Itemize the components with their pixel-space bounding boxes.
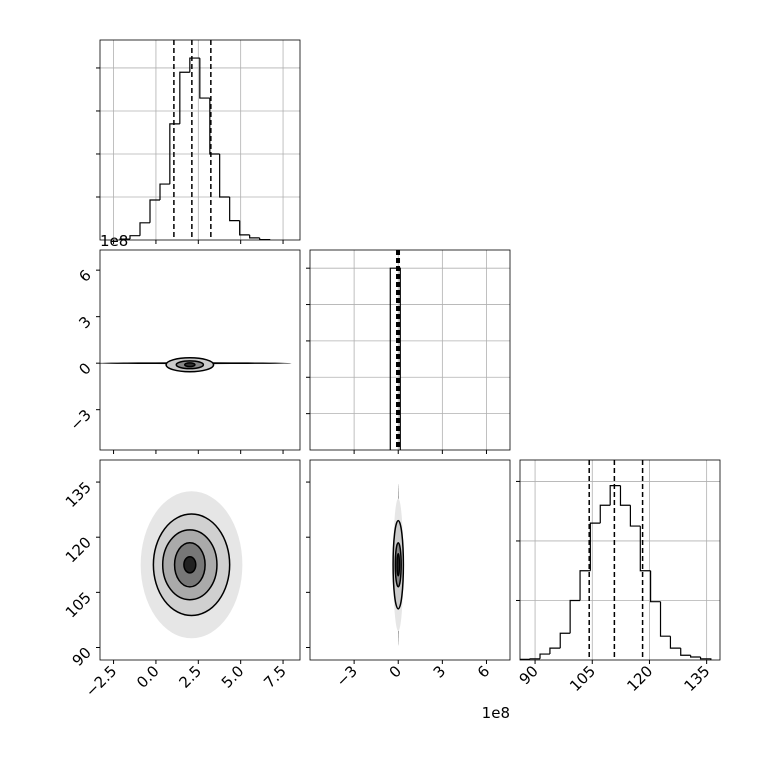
panel bbox=[306, 249, 511, 454]
y-tick-label: 90 bbox=[69, 644, 95, 670]
histogram-bin bbox=[539, 653, 550, 659]
histogram-bin bbox=[520, 658, 531, 660]
panel-plot bbox=[100, 40, 300, 240]
panel-frame bbox=[309, 459, 511, 661]
x-offset-label: 1e8 bbox=[482, 704, 510, 722]
y-tick-label: 6 bbox=[75, 266, 94, 285]
panel-frame bbox=[99, 459, 301, 661]
y-tick-label: 135 bbox=[62, 478, 95, 511]
histogram-bin bbox=[219, 153, 230, 198]
x-tick-label: 105 bbox=[566, 662, 599, 695]
x-tick-label: 135 bbox=[681, 662, 714, 695]
panel-plot bbox=[310, 250, 510, 450]
histogram-bin bbox=[669, 636, 681, 649]
x-tick-label: −3 bbox=[333, 662, 361, 690]
panel-plot bbox=[140, 491, 243, 639]
y-tick-label: −3 bbox=[66, 406, 94, 434]
histogram-bin bbox=[249, 234, 260, 239]
histogram-bin bbox=[139, 222, 150, 236]
x-tick-label: 2.5 bbox=[176, 662, 206, 692]
x-tick-label: 7.5 bbox=[260, 662, 290, 692]
y-tick-label: 3 bbox=[75, 313, 94, 332]
x-tick-label: −2.5 bbox=[82, 662, 120, 700]
x-tick-label: 0 bbox=[386, 662, 405, 681]
histogram-bin bbox=[629, 505, 641, 527]
histogram-bin bbox=[169, 123, 180, 185]
histogram-bin bbox=[209, 98, 220, 155]
panel-frame bbox=[99, 39, 301, 241]
histogram-bin bbox=[229, 196, 240, 222]
panel-plot bbox=[520, 460, 720, 660]
panel-frame bbox=[309, 249, 511, 451]
histogram-bin bbox=[699, 657, 712, 660]
histogram-bin bbox=[579, 570, 591, 601]
histogram-bin bbox=[239, 220, 250, 236]
panel: −3 0 3 6 1e8 bbox=[306, 459, 511, 722]
histogram-bin bbox=[559, 632, 571, 649]
histogram-bin bbox=[589, 522, 601, 571]
histogram-bin bbox=[639, 526, 651, 572]
panel: −2.5 0.0 2.5 5.0 7.5 90 105 120 135 bbox=[62, 459, 301, 701]
histogram-bin bbox=[129, 235, 140, 240]
histogram-bin bbox=[159, 183, 170, 200]
histogram-bin bbox=[659, 601, 671, 637]
histogram-bin bbox=[609, 484, 621, 506]
panel-frame bbox=[99, 249, 301, 451]
histogram-bin bbox=[549, 647, 561, 655]
x-tick-label: 5.0 bbox=[218, 662, 248, 692]
x-tick-label: 0.0 bbox=[133, 662, 163, 692]
histogram-bin bbox=[179, 71, 190, 124]
histogram-bin bbox=[529, 658, 541, 660]
x-tick-label: 90 bbox=[516, 662, 542, 688]
x-tick-label: 120 bbox=[623, 662, 656, 695]
panel-plot bbox=[100, 357, 292, 373]
histogram-bin bbox=[650, 570, 661, 603]
contour bbox=[183, 362, 196, 368]
y-tick-label: 105 bbox=[62, 588, 95, 621]
y-tick-label: 0 bbox=[75, 359, 94, 378]
panel-frame bbox=[519, 459, 721, 661]
histogram-bin bbox=[199, 58, 210, 99]
histogram-bin bbox=[189, 57, 200, 73]
panel bbox=[96, 39, 301, 244]
histogram-bin bbox=[690, 655, 701, 658]
x-tick-label: 6 bbox=[474, 662, 493, 681]
histogram-bin bbox=[389, 267, 401, 450]
histogram-bin bbox=[599, 504, 611, 524]
x-tick-label: 3 bbox=[430, 662, 449, 681]
contour bbox=[396, 553, 401, 577]
contour bbox=[183, 555, 197, 574]
panel: 90 105 120 135 bbox=[516, 459, 721, 695]
histogram-bin bbox=[619, 485, 631, 506]
y-tick-label: 120 bbox=[62, 533, 95, 566]
histogram-bin bbox=[569, 599, 581, 634]
histogram-bin bbox=[680, 648, 691, 656]
panel: −3 0 3 6 1e8 bbox=[66, 232, 301, 454]
panel-plot bbox=[392, 483, 405, 646]
histogram-bin bbox=[149, 199, 160, 223]
y-offset-label: 1e8 bbox=[100, 232, 128, 250]
